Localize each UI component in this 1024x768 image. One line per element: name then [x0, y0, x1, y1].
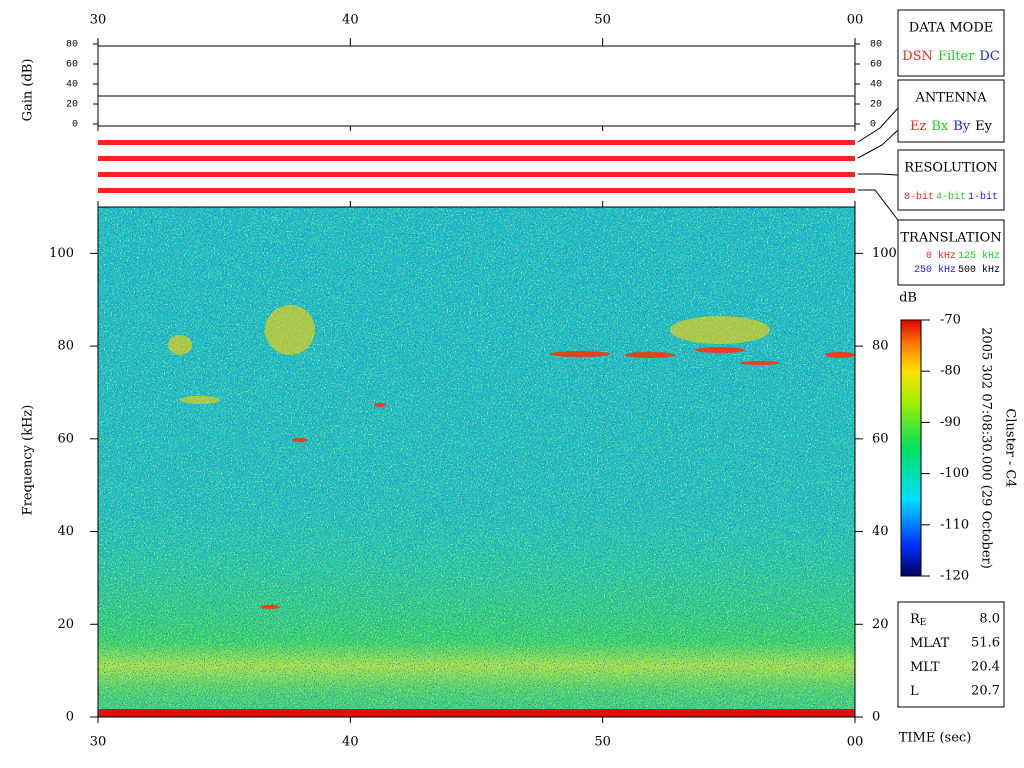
y-tick-label: 80: [57, 339, 74, 354]
y-tick-label: 40: [57, 524, 74, 539]
gain-tick-label: 40: [870, 80, 882, 91]
info-value: 20.4: [971, 660, 1000, 675]
x-tick-label: 00: [847, 735, 864, 750]
y-tick-label: 100: [49, 246, 74, 261]
spectrogram: [98, 207, 855, 717]
info-value: 20.7: [971, 684, 1000, 699]
panel-title: RESOLUTION: [904, 161, 998, 176]
info-value: 51.6: [971, 636, 1000, 651]
panel-item: 125 kHz: [958, 250, 1000, 262]
spacecraft: Cluster - C4: [1003, 408, 1018, 487]
x-tick-label: 40: [342, 13, 359, 28]
info-label: RE: [910, 612, 926, 628]
panel-box: [897, 219, 1005, 286]
y-tick-label: 0: [66, 710, 74, 725]
panel-item: Ez: [910, 119, 926, 134]
y-tick-label: 0: [872, 710, 880, 725]
y-tick-label: 100: [872, 246, 897, 261]
info-label-text: MLT: [910, 660, 940, 675]
gain-tick-label: 60: [870, 60, 882, 71]
info-label: MLT: [910, 660, 940, 675]
x-tick-label: 00: [847, 13, 864, 28]
info-label-text: MLAT: [910, 636, 950, 651]
info-label-text: R: [910, 612, 921, 627]
spectrogram-noise: [98, 207, 855, 717]
panel-title: DATA MODE: [909, 21, 993, 36]
emission-streaks: [260, 347, 855, 609]
status-bar: [98, 172, 855, 177]
y-tick-label: 60: [57, 431, 74, 446]
panel-item: 250 kHz: [914, 264, 956, 276]
panel-box: [897, 149, 1005, 211]
x-tick-label: 50: [594, 735, 611, 750]
colorbar-tick-label: -110: [940, 517, 969, 532]
gain-axis-label: Gain (dB): [21, 59, 36, 122]
info-label: L: [910, 684, 919, 699]
panel-item: 8-bit: [904, 191, 934, 203]
panel-items: 0 kHz 125 kHz: [926, 250, 1000, 262]
panel-box: [897, 9, 1005, 77]
gain-tick-label: 80: [66, 40, 78, 51]
panel-item: 0 kHz: [926, 250, 956, 262]
status-bar: [98, 140, 855, 145]
panel-item: 4-bit: [936, 191, 966, 203]
panel-item: By: [953, 119, 971, 134]
plot-frame: [97, 206, 856, 718]
y-tick-label: 60: [872, 431, 889, 446]
emission-patches: [168, 305, 770, 404]
colorbar-tick-label: -100: [940, 466, 969, 481]
x-tick-label: 50: [594, 13, 611, 28]
x-tick-label: 30: [90, 13, 107, 28]
gain-tick-label: 20: [870, 100, 882, 111]
gain-tick-label: 80: [870, 40, 882, 51]
panel-title: ANTENNA: [914, 91, 987, 106]
y-tick-label: 40: [872, 524, 889, 539]
panel-item: 500 kHz: [958, 264, 1000, 276]
panel-items: 250 kHz 500 kHz: [914, 264, 1000, 276]
panel-items: Ez Bx By Ey: [910, 119, 993, 134]
panel-item: Ey: [975, 119, 992, 134]
info-label: MLAT: [910, 636, 950, 651]
panel-title: TRANSLATION: [900, 231, 1001, 246]
info-label-text: L: [910, 684, 919, 699]
panel-connectors: [857, 107, 899, 221]
info-box: [897, 601, 1005, 708]
colorbar-tick-label: -80: [940, 364, 961, 379]
timestamp: 2005 302 07:08:30.000 (29 October): [979, 327, 994, 569]
x-axis-label: TIME (sec): [899, 731, 972, 746]
status-bar: [98, 156, 855, 161]
panel-box: [897, 79, 1005, 143]
gain-tick-label: 20: [66, 100, 78, 111]
gain-tick-label: 60: [66, 60, 78, 71]
panel-item: Bx: [931, 119, 949, 134]
panel-item: DSN: [902, 49, 933, 64]
low-frequency-band: [98, 709, 855, 717]
gain-tick-label: 0: [870, 120, 876, 131]
colorbar-label: dB: [899, 291, 917, 306]
colorbar: [900, 319, 922, 577]
y-tick-label: 20: [57, 617, 74, 632]
panel-items: 8-bit 4-bit 1-bit: [904, 191, 998, 203]
y-tick-label: 80: [872, 339, 889, 354]
colorbar-tick-label: -90: [940, 415, 961, 430]
colorbar-tick-label: -70: [940, 313, 961, 328]
y-axis-label: Frequency (kHz): [21, 405, 36, 516]
panel-item: Filter: [938, 49, 975, 64]
x-tick-label: 30: [90, 735, 107, 750]
panel-items: DSN Filter DC: [902, 49, 1000, 64]
x-tick-label: 40: [342, 735, 359, 750]
status-bar: [98, 188, 855, 193]
gain-tick-label: 40: [66, 80, 78, 91]
panel-item: DC: [979, 49, 999, 64]
info-label-sub: E: [920, 618, 927, 628]
colorbar-tick-label: -120: [940, 569, 969, 584]
panel-item: 1-bit: [968, 191, 998, 203]
y-tick-label: 20: [872, 617, 889, 632]
info-value: 8.0: [979, 612, 1000, 627]
gain-frame: [97, 45, 856, 127]
gain-tick-label: 0: [72, 120, 78, 131]
